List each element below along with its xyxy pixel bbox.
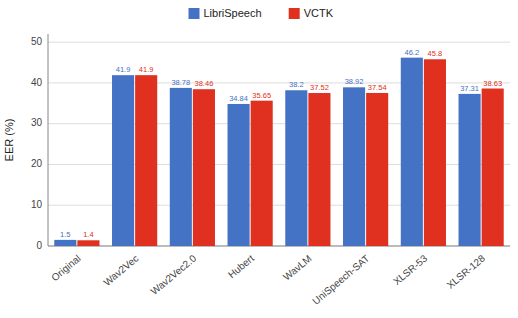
y-tick-label: 50 [31,36,43,47]
x-tick-label: XLSR-128 [445,252,488,290]
bar [366,93,388,246]
x-tick-label: Wav2Vec2.0 [148,252,198,297]
bar [77,240,99,246]
legend-swatch [289,8,300,19]
legend-label: LibriSpeech [204,7,262,19]
bar [170,88,192,246]
bars [54,58,503,246]
bar [401,58,423,246]
bar [482,89,504,246]
bar [54,240,76,246]
data-label: 34.84 [229,94,248,103]
grid [48,42,510,246]
y-axis-line [48,34,49,246]
data-label: 45.8 [428,49,443,58]
y-tick-label: 10 [31,199,43,210]
data-label: 38.92 [345,77,364,86]
grid-line [48,42,510,43]
y-axis-label: EER (%) [3,119,15,162]
bar [343,87,365,246]
legend-swatch [189,8,200,19]
bar [424,59,446,246]
legend: LibriSpeech VCTK [189,7,334,19]
data-label: 37.31 [460,84,479,93]
chart-container: 0 10 20 30 40 50 EER (%) 1.5 41.9 38.78 34.84 38.2 3… [0,0,518,318]
chart: 0 10 20 30 40 50 EER (%) 1.5 41.9 38.78 34.84 38.2 3… [0,0,518,318]
y-tick-label: 20 [31,158,43,169]
data-label: 41.9 [116,65,131,74]
x-tick-label: WavLM [281,253,314,283]
data-label: 37.52 [310,83,329,92]
data-label: 37.54 [368,83,387,92]
legend-label: VCTK [304,7,334,19]
x-tick-label: Original [49,253,82,284]
data-label: 38.46 [195,79,214,88]
data-label: 38.2 [289,80,304,89]
bar [112,75,134,246]
data-label: 1.4 [83,230,93,239]
bar [285,90,307,246]
bar [228,104,250,246]
bar [459,94,481,246]
x-tick-label: Hubert [226,252,256,280]
data-labels: 1.5 41.9 38.78 34.84 38.2 38.92 46.2 37.31 1.4 41… [60,48,502,240]
y-tick-label: 0 [36,240,42,251]
x-tick-label: UniSpeech-SAT [310,253,371,307]
data-label: 38.78 [171,78,190,87]
data-label: 35.65 [252,91,271,100]
y-tick-label: 30 [31,117,43,128]
x-tick-label: XLSR-53 [391,252,429,287]
data-label: 1.5 [60,230,70,239]
bar [251,101,273,246]
bar [135,75,157,246]
bar [193,89,215,246]
data-label: 46.2 [405,48,420,57]
data-label: 41.9 [139,65,154,74]
data-label: 38.63 [483,79,502,88]
y-tick-label: 40 [31,77,43,88]
bar [308,93,330,246]
x-tick-label: Wav2Vec [101,253,140,288]
